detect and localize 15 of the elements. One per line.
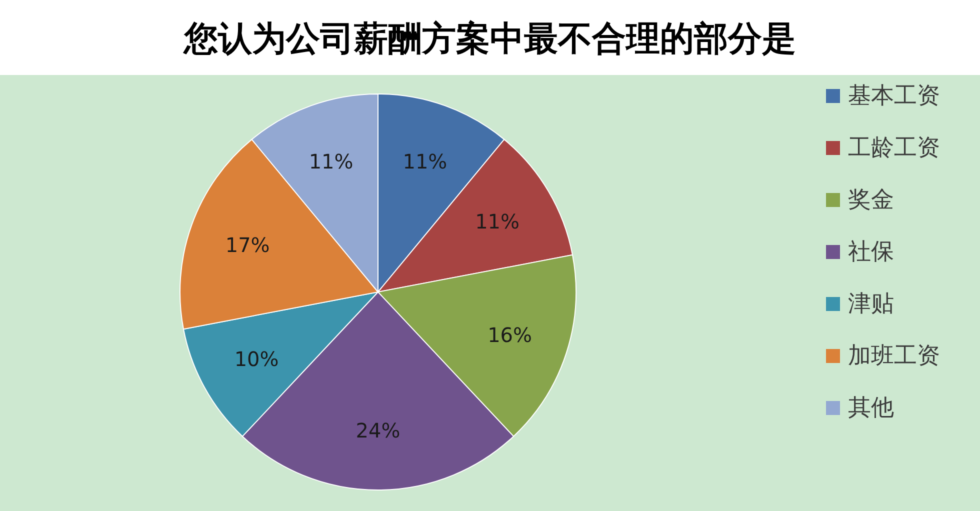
- legend-label: 其他: [848, 395, 894, 421]
- legend-label: 社保: [848, 239, 894, 265]
- data-label: 11%: [308, 150, 354, 174]
- data-label: 11%: [475, 209, 520, 234]
- legend-label: 工龄工资: [848, 135, 940, 161]
- chart-title: 您认为公司薪酬方案中最不合理的部分是: [182, 19, 796, 59]
- data-label: 10%: [234, 346, 279, 371]
- legend-label: 奖金: [848, 187, 894, 213]
- data-label: 11%: [402, 150, 448, 174]
- data-label: 16%: [488, 322, 532, 347]
- data-label: 24%: [356, 418, 400, 443]
- data-label: 17%: [225, 233, 270, 258]
- legend-label: 基本工资: [848, 83, 940, 109]
- legend-label: 加班工资: [848, 343, 940, 369]
- legend-label: 津贴: [848, 291, 894, 317]
